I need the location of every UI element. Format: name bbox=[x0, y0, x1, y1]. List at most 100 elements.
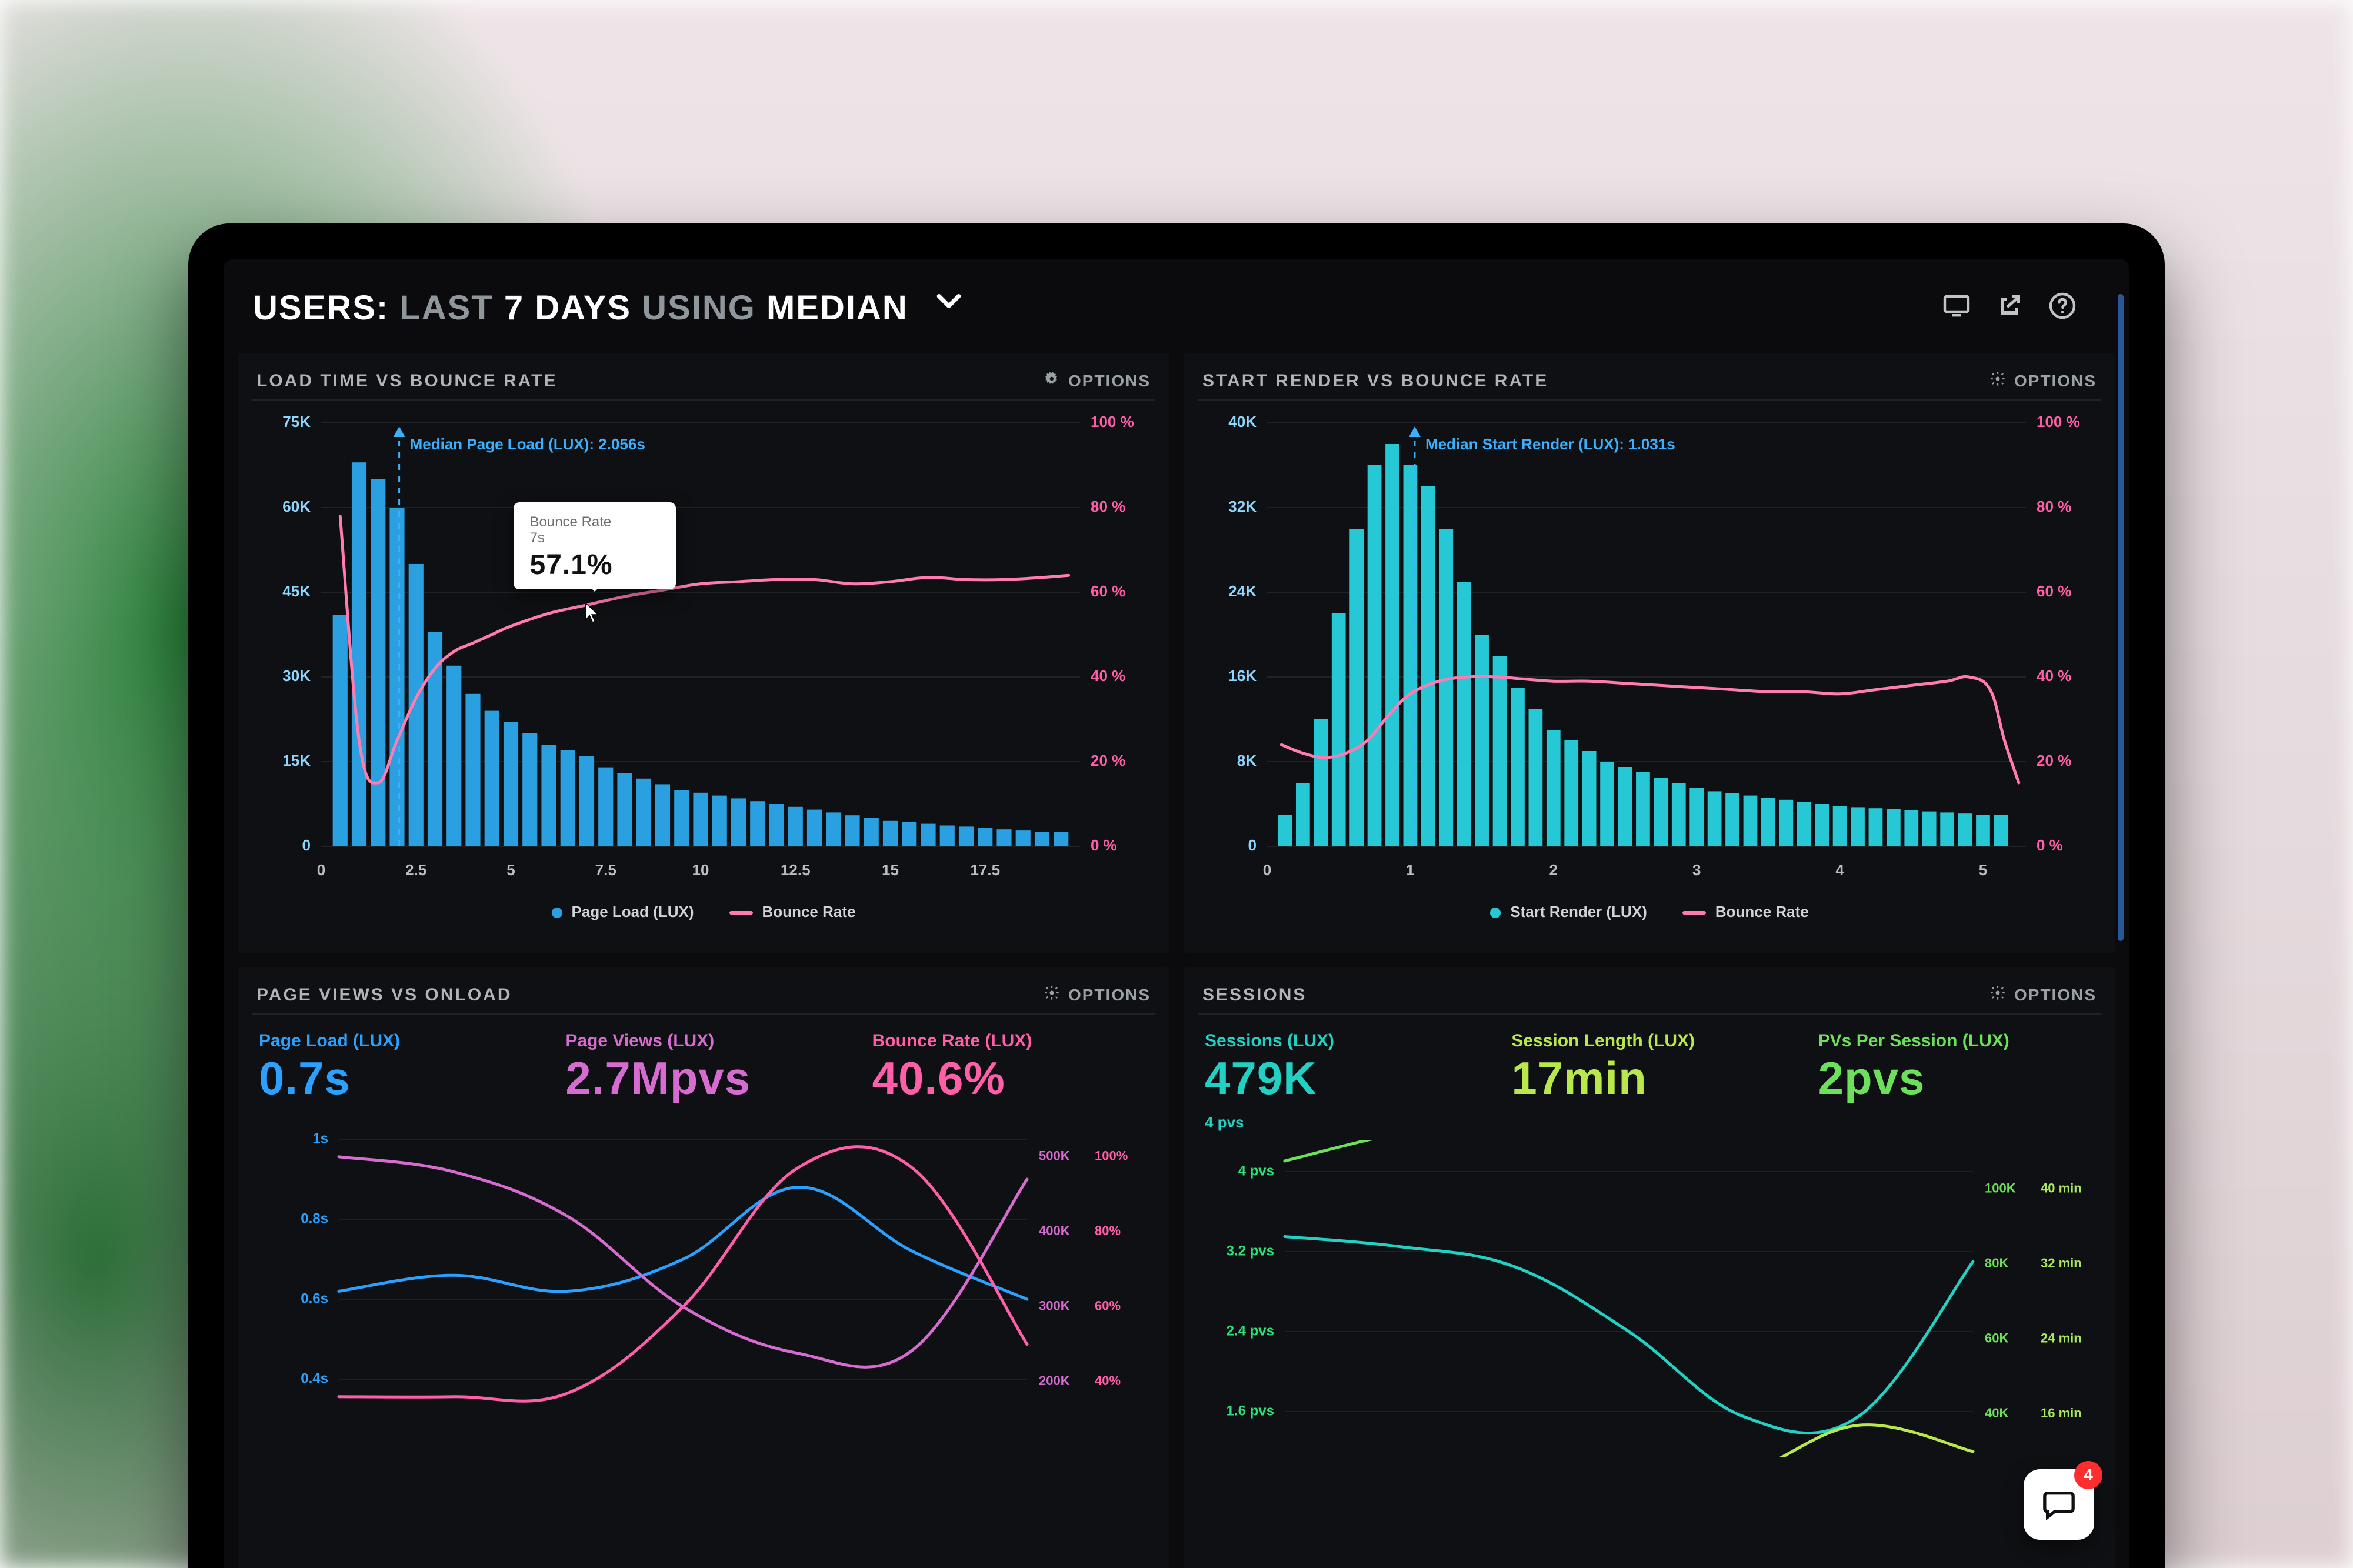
chart-legend: Page Load (LUX) Bounce Rate bbox=[256, 893, 1151, 926]
chart-legend: Start Render (LUX) Bounce Rate bbox=[1202, 893, 2097, 926]
svg-text:40%: 40% bbox=[1095, 1373, 1121, 1388]
kpi-label: Sessions (LUX) bbox=[1205, 1031, 1476, 1051]
tooltip-label: Bounce Rate bbox=[530, 514, 612, 530]
panel-title: PAGE VIEWS VS ONLOAD bbox=[256, 985, 512, 1005]
panel-page-views-vs-onload: PAGE VIEWS VS ONLOAD OPTIONS Page Load (… bbox=[238, 967, 1169, 1568]
gear-icon bbox=[1044, 371, 1060, 391]
chat-icon bbox=[2042, 1487, 2076, 1522]
svg-text:32K: 32K bbox=[1228, 498, 1257, 515]
svg-text:15K: 15K bbox=[282, 752, 311, 769]
title-bold2: MEDIAN bbox=[766, 289, 908, 327]
svg-text:60K: 60K bbox=[282, 498, 311, 515]
svg-text:60 %: 60 % bbox=[2037, 582, 2071, 600]
chart-br[interactable]: 4 pvs3.2 pvs2.4 pvs1.6 pvs100K80K60K40K4… bbox=[1202, 1140, 2097, 1457]
svg-text:400K: 400K bbox=[1039, 1223, 1070, 1238]
chevron-down-icon[interactable] bbox=[934, 285, 964, 324]
panel-grid: LOAD TIME VS BOUNCE RATE OPTIONS 015K30K… bbox=[238, 353, 2115, 1568]
chart-tl[interactable]: 015K30K45K60K75K0 %20 %40 %60 %80 %100 %… bbox=[256, 411, 1151, 893]
kpi-label: Page Load (LUX) bbox=[259, 1031, 530, 1051]
options-label: OPTIONS bbox=[1068, 986, 1151, 1005]
svg-text:2.4 pvs: 2.4 pvs bbox=[1227, 1323, 1274, 1339]
kpi-row: Sessions (LUX) 479K 4 pvs Session Length… bbox=[1202, 1025, 2097, 1135]
kpi-sub: 4 pvs bbox=[1205, 1113, 1476, 1132]
kpi-label: Session Length (LUX) bbox=[1511, 1031, 1782, 1051]
kpi-value: 0.7s bbox=[259, 1055, 530, 1103]
svg-text:16K: 16K bbox=[1228, 667, 1257, 685]
svg-text:60%: 60% bbox=[1095, 1298, 1121, 1313]
chart-bl[interactable]: 1s0.8s0.6s0.4s500K400K300K200K100%80%60%… bbox=[256, 1107, 1151, 1425]
kpi-sessions: Sessions (LUX) 479K 4 pvs bbox=[1205, 1031, 1476, 1135]
svg-text:300K: 300K bbox=[1039, 1298, 1070, 1313]
svg-text:4: 4 bbox=[1835, 861, 1844, 879]
svg-text:0: 0 bbox=[1263, 861, 1271, 879]
svg-text:15: 15 bbox=[882, 861, 899, 879]
svg-text:2: 2 bbox=[1549, 861, 1558, 879]
kpi-row: Page Load (LUX) 0.7s Page Views (LUX) 2.… bbox=[256, 1025, 1151, 1103]
svg-text:17.5: 17.5 bbox=[970, 861, 1000, 879]
svg-text:24 min: 24 min bbox=[2041, 1330, 2082, 1345]
svg-text:80 %: 80 % bbox=[1091, 498, 1125, 515]
svg-text:0: 0 bbox=[317, 861, 325, 879]
header-icon-group bbox=[1942, 292, 2077, 324]
options-button[interactable]: OPTIONS bbox=[1044, 985, 1151, 1005]
svg-text:Median Start Render (LUX): 1.0: Median Start Render (LUX): 1.031s bbox=[1425, 435, 1675, 453]
svg-text:100 %: 100 % bbox=[2037, 413, 2080, 431]
kpi-bounce-rate: Bounce Rate (LUX) 40.6% bbox=[872, 1031, 1144, 1103]
title-mid1: LAST bbox=[399, 289, 493, 327]
share-icon[interactable] bbox=[1995, 292, 2024, 324]
kpi-value: 2pvs bbox=[1818, 1055, 2089, 1103]
chart-tr[interactable]: 08K16K24K32K40K0 %20 %40 %60 %80 %100 %0… bbox=[1202, 411, 2097, 893]
panel-start-render-vs-bounce: START RENDER VS BOUNCE RATE OPTIONS 0 8K 1… bbox=[1184, 353, 2115, 953]
page-title[interactable]: USERS: LAST 7 DAYS USING MEDIAN bbox=[253, 288, 964, 328]
svg-text:100K: 100K bbox=[1985, 1180, 2016, 1195]
kpi-value: 17min bbox=[1511, 1055, 1782, 1103]
kpi-value: 479K bbox=[1205, 1055, 1476, 1103]
svg-text:10: 10 bbox=[692, 861, 709, 879]
tooltip-value: 57.1% bbox=[530, 549, 613, 581]
kpi-pvs-per-session: PVs Per Session (LUX) 2pvs bbox=[1818, 1031, 2089, 1135]
gear-icon bbox=[1989, 985, 2006, 1005]
svg-text:0 %: 0 % bbox=[1091, 836, 1117, 854]
gear-icon bbox=[1989, 371, 2006, 391]
kpi-session-length: Session Length (LUX) 17min bbox=[1511, 1031, 1782, 1135]
kpi-value: 2.7Mpvs bbox=[565, 1055, 836, 1103]
svg-text:80%: 80% bbox=[1095, 1223, 1121, 1238]
svg-text:0.6s: 0.6s bbox=[301, 1290, 328, 1306]
options-label: OPTIONS bbox=[1068, 372, 1151, 391]
options-button[interactable]: OPTIONS bbox=[1989, 371, 2097, 391]
svg-text:40K: 40K bbox=[1228, 413, 1257, 431]
svg-text:200K: 200K bbox=[1039, 1373, 1070, 1388]
panel-title: START RENDER VS BOUNCE RATE bbox=[1202, 371, 1548, 391]
svg-text:30K: 30K bbox=[282, 667, 311, 685]
svg-text:80K: 80K bbox=[1985, 1256, 2008, 1270]
svg-text:20 %: 20 % bbox=[1091, 752, 1125, 769]
screen: USERS: LAST 7 DAYS USING MEDIAN bbox=[224, 259, 2129, 1568]
legend-series-1: Start Render (LUX) bbox=[1490, 903, 1647, 921]
title-bold1: 7 DAYS bbox=[504, 289, 631, 327]
legend-series-2: Bounce Rate bbox=[1682, 903, 1809, 921]
svg-text:20 %: 20 % bbox=[2037, 752, 2071, 769]
tooltip-sub: 7s bbox=[530, 530, 545, 546]
svg-text:100 %: 100 % bbox=[1091, 413, 1134, 431]
options-button[interactable]: OPTIONS bbox=[1989, 985, 2097, 1005]
panel-sessions: SESSIONS OPTIONS Sessions (LUX) 479K bbox=[1184, 967, 2115, 1568]
svg-text:4 pvs: 4 pvs bbox=[1238, 1163, 1274, 1179]
panel-title: SESSIONS bbox=[1202, 985, 1307, 1005]
monitor-icon[interactable] bbox=[1942, 292, 1971, 324]
svg-text:3.2 pvs: 3.2 pvs bbox=[1227, 1243, 1274, 1259]
svg-text:32 min: 32 min bbox=[2041, 1256, 2082, 1270]
options-button[interactable]: OPTIONS bbox=[1044, 371, 1151, 391]
help-icon[interactable] bbox=[2048, 292, 2077, 324]
options-label: OPTIONS bbox=[2014, 986, 2097, 1005]
svg-text:5: 5 bbox=[506, 861, 515, 879]
svg-text:2.5: 2.5 bbox=[405, 861, 426, 879]
options-label: OPTIONS bbox=[2014, 372, 2097, 391]
title-mid2: USING bbox=[642, 289, 756, 327]
svg-text:8K: 8K bbox=[1237, 752, 1257, 769]
svg-text:40 %: 40 % bbox=[2037, 667, 2071, 685]
svg-text:500K: 500K bbox=[1039, 1148, 1070, 1163]
svg-text:0: 0 bbox=[302, 836, 311, 854]
cursor-icon bbox=[584, 602, 600, 623]
chat-button[interactable]: 4 bbox=[2024, 1469, 2094, 1540]
gear-icon bbox=[1044, 985, 1060, 1005]
